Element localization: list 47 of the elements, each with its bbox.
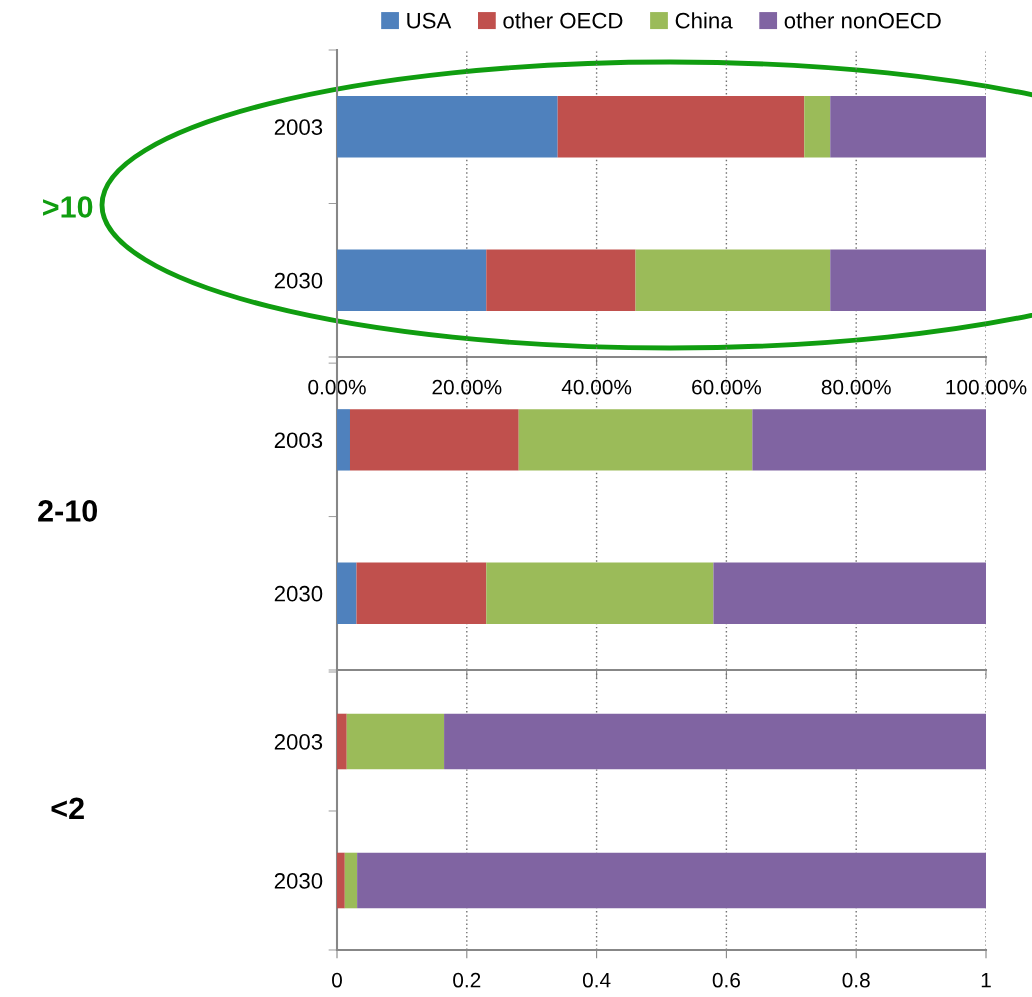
- x-tick-label: 0.8: [842, 972, 870, 988]
- legend-label: other nonOECD: [784, 12, 941, 29]
- bar: [444, 713, 986, 770]
- y-axis-title: >10: [43, 196, 93, 218]
- y-tick-label: 2003: [274, 119, 323, 136]
- x-tick-label: 0.6: [712, 972, 740, 988]
- bar: [486, 249, 636, 311]
- bar: [356, 562, 487, 624]
- bar: [752, 409, 986, 471]
- bar: [337, 96, 558, 158]
- bar: [337, 562, 357, 624]
- x-tick-label: 0.4: [582, 972, 611, 988]
- bar: [346, 713, 445, 770]
- y-tick-label: 2003: [274, 432, 323, 449]
- bar: [337, 409, 350, 471]
- legend-label: China: [675, 12, 733, 29]
- bar: [713, 562, 986, 624]
- bar: [557, 96, 805, 158]
- y-tick-label: 2030: [274, 272, 323, 289]
- y-axis-title: 2-10: [38, 500, 97, 522]
- legend-label: other OECD: [503, 12, 623, 29]
- bar: [337, 713, 347, 770]
- bar: [344, 852, 358, 909]
- y-tick-label: 2030: [274, 585, 323, 602]
- bar: [357, 852, 986, 909]
- x-tick-label: 20.00%: [432, 379, 502, 395]
- bar: [804, 96, 831, 158]
- bar: [830, 249, 986, 311]
- bar: [635, 249, 831, 311]
- bar: [349, 409, 519, 471]
- x-tick-label: 0.2: [453, 972, 481, 988]
- x-tick-label: 1: [981, 972, 991, 988]
- bar: [337, 852, 345, 909]
- bar: [486, 562, 714, 624]
- legend-label: USA: [407, 12, 452, 29]
- y-tick-label: 2030: [274, 873, 323, 889]
- x-tick-label: 60.00%: [692, 379, 761, 395]
- bar: [518, 409, 753, 471]
- x-tick-label: 100.00%: [946, 379, 1027, 395]
- y-axis-title: <2: [51, 797, 84, 819]
- bar: [830, 96, 986, 158]
- x-tick-label: 0.00%: [308, 379, 366, 395]
- bar: [337, 249, 487, 311]
- x-tick-label: 40.00%: [561, 379, 632, 395]
- x-tick-label: 0: [332, 972, 342, 988]
- x-tick-label: 80.00%: [821, 379, 891, 395]
- y-tick-label: 2003: [274, 734, 323, 750]
